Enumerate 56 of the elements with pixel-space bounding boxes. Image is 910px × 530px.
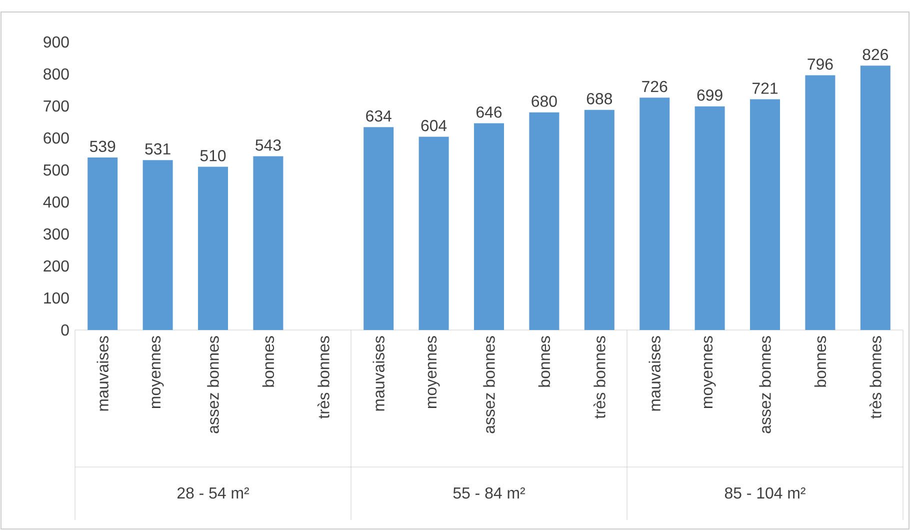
x-tick-label: bonnes xyxy=(538,336,550,387)
data-label: 646 xyxy=(476,106,502,118)
data-label: 721 xyxy=(752,82,778,94)
y-tick-label: 500 xyxy=(44,164,69,176)
x-tick-label: mauvaises xyxy=(372,336,384,411)
y-tick-label: 300 xyxy=(44,228,69,240)
bar xyxy=(364,127,394,330)
bar xyxy=(805,75,836,330)
y-tick-label: 400 xyxy=(43,196,69,208)
data-label: 699 xyxy=(697,90,722,101)
data-label: 543 xyxy=(256,139,281,151)
bar xyxy=(584,110,614,330)
x-tick-label: assez bonnes xyxy=(483,336,495,434)
y-tick-label: 800 xyxy=(44,68,69,80)
data-label: 604 xyxy=(421,120,447,132)
x-tick-label: très bonnes xyxy=(317,336,330,419)
bar xyxy=(418,136,449,330)
data-label: 634 xyxy=(366,110,392,122)
text: 55 - 84 m² xyxy=(453,487,525,499)
bar xyxy=(88,158,118,330)
x-tick-label: bonnes xyxy=(262,336,274,387)
y-tick-label: 700 xyxy=(44,100,69,112)
y-tick-label: 0 xyxy=(61,324,69,336)
bar xyxy=(474,123,504,330)
y-tick-label: 100 xyxy=(44,292,69,304)
data-label: 826 xyxy=(862,48,888,60)
y-tick-label: 200 xyxy=(44,260,69,272)
text: 28 - 54 m² xyxy=(177,487,249,499)
bar xyxy=(253,156,284,330)
data-label: 539 xyxy=(90,140,116,152)
x-tick-label: très bonnes xyxy=(593,336,606,419)
data-label: 510 xyxy=(200,150,226,162)
data-label: 796 xyxy=(808,58,833,70)
data-label: 531 xyxy=(145,143,170,155)
x-tick-label: moyennes xyxy=(428,336,440,408)
x-tick-label: assez bonnes xyxy=(759,336,771,434)
text: 85 - 104 m² xyxy=(724,487,806,499)
x-tick-label: mauvaises xyxy=(96,336,108,411)
data-label: 688 xyxy=(586,93,612,104)
x-tick-label: mauvaises xyxy=(648,336,660,411)
data-label: 726 xyxy=(642,80,668,92)
data-label: 680 xyxy=(532,96,557,107)
bar xyxy=(750,99,780,330)
bar xyxy=(640,98,670,330)
bar xyxy=(529,112,560,330)
y-tick-label: 900 xyxy=(44,36,69,48)
bar xyxy=(694,106,725,330)
bar xyxy=(198,166,228,330)
x-tick-label: moyennes xyxy=(152,336,164,408)
x-tick-label: assez bonnes xyxy=(207,336,219,434)
x-tick-label: très bonnes xyxy=(869,336,882,419)
y-tick-label: 600 xyxy=(44,132,69,144)
x-tick-label: moyennes xyxy=(704,336,716,408)
bar xyxy=(142,160,173,330)
bar xyxy=(860,66,890,330)
x-tick-label: bonnes xyxy=(814,336,826,387)
